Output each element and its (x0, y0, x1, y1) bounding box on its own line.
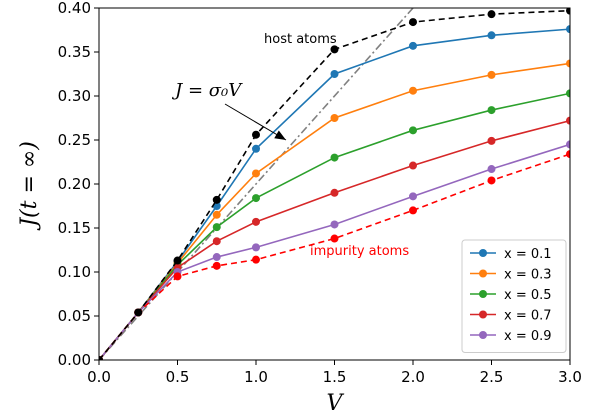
legend-entry-label: x = 0.1 (504, 247, 552, 262)
legend-swatch-marker (479, 249, 487, 257)
series-2-point-4 (252, 194, 260, 203)
series-3-point-4 (252, 217, 260, 226)
series-6-point-2 (173, 272, 182, 281)
series-6-point-4 (252, 255, 260, 264)
x-tick-label: 2.0 (401, 368, 425, 386)
y-tick-label: 0.30 (58, 87, 91, 105)
series-1-point-6 (409, 86, 417, 95)
x-tick-label: 0.5 (166, 368, 190, 386)
series-4-point-7 (487, 165, 496, 174)
series-1-point-8 (566, 59, 570, 68)
y-tick-label: 0.25 (58, 131, 91, 149)
legend-swatch-marker (479, 290, 487, 298)
legend-entry-label: x = 0.9 (504, 329, 552, 344)
series-4-point-8 (566, 140, 570, 149)
series-1-point-4 (252, 169, 260, 178)
series-2-point-8 (566, 89, 570, 98)
ticks-layer: 0.0 0.5 1.0 1.5 2.0 2.5 3.0 0.00 0.05 0.10 0.15 0.2… (58, 0, 582, 386)
x-tick-label: 1.5 (323, 368, 347, 386)
series-6-point-7 (487, 176, 496, 185)
series-2-point-5 (330, 153, 339, 162)
series-5-point-7 (487, 10, 496, 19)
series-3-point-6 (409, 161, 417, 170)
series-6-point-5 (330, 234, 339, 243)
series-2-point-6 (409, 126, 417, 135)
series-1-point-7 (487, 70, 496, 79)
series-6-point-3 (212, 261, 221, 270)
y-tick-label: 0.15 (58, 219, 91, 237)
series-0-point-8 (566, 25, 570, 34)
series-3-point-3 (212, 237, 221, 246)
series-0-point-4 (252, 144, 260, 153)
x-tick-label: 3.0 (558, 368, 582, 386)
series-5-point-8 (566, 8, 570, 15)
series-1-point-3 (212, 210, 221, 219)
series-3-point-8 (566, 116, 570, 125)
legend-entry-label: x = 0.5 (504, 288, 552, 303)
series-6-point-8 (566, 150, 570, 159)
legend-entry-label: x = 0.7 (504, 309, 552, 324)
series-3-point-5 (330, 188, 339, 197)
series-4-point-3 (212, 253, 221, 262)
series-4-point-4 (252, 243, 260, 252)
y-tick-label: 0.35 (58, 43, 91, 61)
y-axis-label: J(t = ∞) (17, 141, 42, 231)
series-4-point-5 (330, 220, 339, 229)
x-tick-label: 1.0 (244, 368, 268, 386)
y-tick-label: 0.40 (58, 0, 91, 17)
series-2-point-7 (487, 106, 496, 115)
series-0-point-5 (330, 70, 339, 78)
series-5-point-1 (134, 308, 143, 317)
series-0-point-7 (487, 31, 496, 40)
series-6-point-6 (409, 206, 417, 215)
series-4-point-6 (409, 192, 417, 201)
host-atoms-annotation: host atoms (264, 32, 337, 47)
y-tick-label: 0.20 (58, 175, 91, 193)
impurity-atoms-annotation: impurity atoms (310, 244, 409, 259)
series-5-point-4 (252, 130, 260, 139)
x-tick-label: 0.0 (87, 368, 111, 386)
series-layer (99, 8, 570, 360)
series-5-point-3 (212, 195, 221, 204)
x-axis-label: V (327, 391, 345, 416)
series-1-point-5 (330, 114, 339, 122)
y-tick-label: 0.05 (58, 307, 91, 325)
formula-arrowhead (274, 130, 286, 140)
series-5-point-0 (99, 356, 103, 360)
series-3-point-7 (487, 136, 496, 145)
series-0-point-6 (409, 41, 417, 50)
formula-arrow (224, 103, 287, 141)
legend-box (461, 239, 567, 353)
series-5-point-5 (330, 45, 339, 54)
series-5-point-2 (173, 256, 182, 265)
y-tick-label: 0.10 (58, 263, 91, 281)
plot-area (99, 8, 570, 360)
legend-swatch-marker (479, 310, 487, 319)
series-5-point-6 (409, 18, 417, 27)
formula-annotation: J = σ₀V (171, 80, 243, 101)
x-tick-label: 2.5 (480, 368, 504, 386)
y-tick-label: 0.00 (58, 351, 91, 369)
legend-swatch-marker (479, 269, 487, 278)
legend: x = 0.1 x = 0.3 x = 0.5 x = 0.7 x = 0.9 (461, 239, 567, 353)
series-2-point-3 (212, 223, 221, 232)
legend-entry-label: x = 0.3 (504, 268, 552, 283)
legend-swatch-marker (479, 331, 487, 339)
